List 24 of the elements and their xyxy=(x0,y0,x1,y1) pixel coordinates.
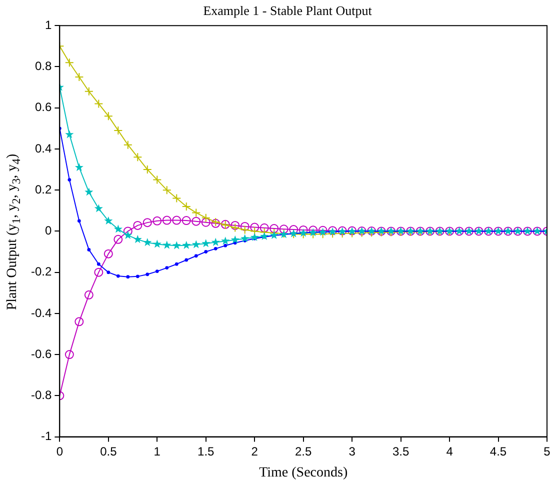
y-tick-label: 0 xyxy=(44,224,52,238)
x-tick-label: 0 xyxy=(56,444,64,458)
y-tick-label: -0.8 xyxy=(30,388,52,402)
y-tick-label: -1 xyxy=(41,429,52,444)
y-tick-label: 0.2 xyxy=(34,182,52,196)
x-tick-label: 3.5 xyxy=(392,444,410,458)
y-tick-label: 0.4 xyxy=(34,141,52,156)
y-tick-label: -0.6 xyxy=(30,346,52,361)
y-tick-label: -0.2 xyxy=(30,264,52,279)
x-tick-label: 1.5 xyxy=(198,444,215,458)
y-tick-label: 0.8 xyxy=(34,59,52,74)
y-tick-label: -0.4 xyxy=(30,306,52,320)
x-tick-label: 5 xyxy=(544,444,551,458)
x-tick-label: 2 xyxy=(251,444,258,458)
x-tick-label: 3 xyxy=(348,444,356,458)
y-tick-label: 0.6 xyxy=(34,100,52,114)
x-tick-label: 0.5 xyxy=(100,444,118,458)
x-axis-title: Time (Seconds) xyxy=(259,465,348,480)
x-tick-label: 4.5 xyxy=(490,444,507,458)
chart-title: Example 1 - Stable Plant Output xyxy=(203,3,372,18)
y-tick-label: 1 xyxy=(44,18,52,32)
x-tick-label: 1 xyxy=(154,444,161,458)
x-tick-label: 4 xyxy=(446,444,454,458)
x-tick-label: 2.5 xyxy=(294,444,312,458)
